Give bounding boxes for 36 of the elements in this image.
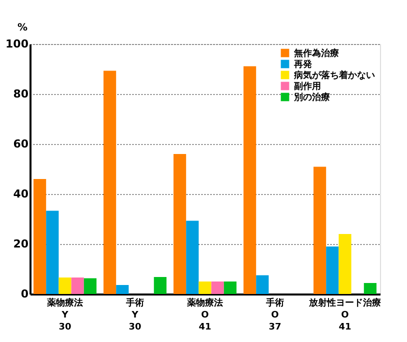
bar (174, 154, 186, 294)
bar (58, 278, 72, 294)
bar (186, 220, 199, 294)
bar (71, 278, 84, 294)
x-tick-label: 薬物療法 O 41 (186, 298, 223, 332)
bar (84, 278, 96, 294)
bar (198, 282, 212, 294)
bar (338, 234, 352, 294)
bar (364, 283, 376, 294)
bar (211, 282, 224, 294)
x-tick-label: 手術 O 37 (265, 298, 284, 332)
bar (46, 210, 59, 294)
y-tick-label: 0 (20, 288, 29, 300)
y-tick-label: 60 (13, 138, 29, 150)
y-tick-label: 40 (13, 188, 29, 200)
y-axis-title: % (17, 22, 28, 34)
y-tick-label: 20 (13, 238, 29, 250)
legend-label: 無作為治療 (293, 48, 339, 59)
bar (34, 179, 46, 294)
bar (154, 277, 166, 294)
x-tick-label: 薬物療法 Y 30 (46, 298, 83, 332)
bar (326, 246, 339, 294)
legend-label: 再発 (293, 59, 313, 70)
bar (256, 275, 269, 294)
legend-label: 副作用 (294, 81, 321, 92)
y-tick-label: 100 (6, 38, 29, 50)
legend-label: 病気が落ち着かない (293, 70, 375, 81)
bar (224, 282, 236, 294)
legend-label: 別の治療 (293, 92, 330, 103)
bar (314, 166, 326, 294)
bar (116, 285, 129, 294)
x-tick-label: 手術 Y 30 (125, 298, 144, 332)
bar (104, 70, 116, 294)
bar (244, 66, 256, 294)
x-tick-label: 放射性ヨード治療 O 41 (308, 298, 381, 332)
y-tick-label: 80 (13, 88, 29, 100)
